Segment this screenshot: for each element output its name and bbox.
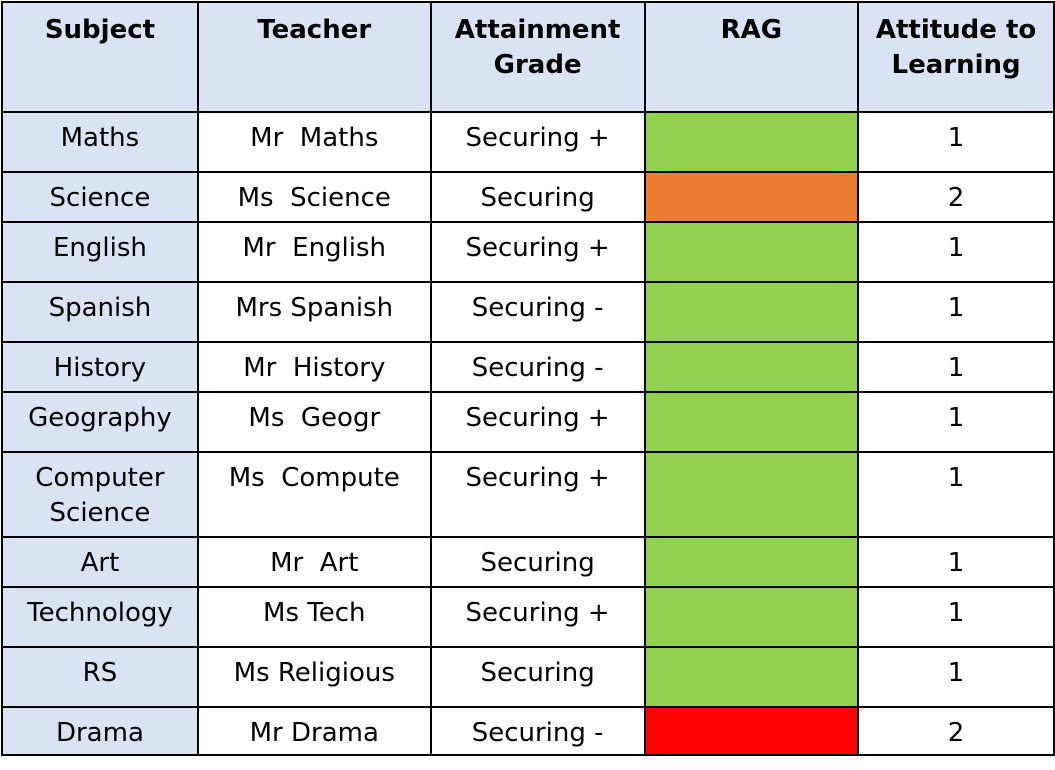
- attitude-cell: 1: [857, 391, 1055, 453]
- grade-cell: Securing: [429, 646, 646, 708]
- attitude-cell: 2: [857, 706, 1055, 756]
- table-row: History Mr History Securing - 1: [1, 341, 1055, 393]
- attitude-cell: 1: [857, 341, 1055, 393]
- teacher-cell: Ms Compute: [196, 451, 432, 538]
- table-row: English Mr English Securing + 1: [1, 221, 1055, 283]
- attitude-cell: 1: [857, 586, 1055, 648]
- teacher-cell: Ms Tech: [196, 586, 432, 648]
- subject-cell: Geography: [1, 391, 199, 453]
- table-row: RS Ms Religious Securing 1: [1, 646, 1055, 708]
- teacher-cell: Ms Geogr: [196, 391, 432, 453]
- table-row: Computer Science Ms Compute Securing + 1: [1, 451, 1055, 538]
- subject-cell: Art: [1, 536, 199, 588]
- subject-cell: Maths: [1, 111, 199, 173]
- table-row: Science Ms Science Securing 2: [1, 171, 1055, 223]
- rag-cell: [643, 281, 860, 343]
- subject-cell: Drama: [1, 706, 199, 756]
- subject-cell: English: [1, 221, 199, 283]
- subject-cell: Science: [1, 171, 199, 223]
- subject-cell: Technology: [1, 586, 199, 648]
- report-table: Subject Teacher Attainment Grade RAG Att…: [1, 1, 1055, 756]
- attitude-cell: 1: [857, 281, 1055, 343]
- subject-cell: RS: [1, 646, 199, 708]
- grade-cell: Securing +: [429, 391, 646, 453]
- rag-cell: [643, 391, 860, 453]
- teacher-cell: Ms Religious: [196, 646, 432, 708]
- grade-cell: Securing -: [429, 281, 646, 343]
- rag-cell: [643, 341, 860, 393]
- header-teacher: Teacher: [196, 1, 432, 113]
- subject-cell: History: [1, 341, 199, 393]
- rag-cell: [643, 706, 860, 756]
- header-attainment-grade: Attainment Grade: [429, 1, 646, 113]
- grade-cell: Securing: [429, 536, 646, 588]
- attitude-cell: 1: [857, 111, 1055, 173]
- table-row: Drama Mr Drama Securing - 2: [1, 706, 1055, 756]
- teacher-cell: Mr Drama: [196, 706, 432, 756]
- rag-cell: [643, 586, 860, 648]
- rag-cell: [643, 171, 860, 223]
- rag-cell: [643, 221, 860, 283]
- table-row: Technology Ms Tech Securing + 1: [1, 586, 1055, 648]
- rag-cell: [643, 536, 860, 588]
- attitude-cell: 1: [857, 221, 1055, 283]
- rag-cell: [643, 646, 860, 708]
- header-rag: RAG: [643, 1, 860, 113]
- teacher-cell: Ms Science: [196, 171, 432, 223]
- grade-cell: Securing -: [429, 341, 646, 393]
- rag-cell: [643, 111, 860, 173]
- grade-cell: Securing -: [429, 706, 646, 756]
- attitude-cell: 1: [857, 646, 1055, 708]
- rag-cell: [643, 451, 860, 538]
- subject-cell: Computer Science: [1, 451, 199, 538]
- teacher-cell: Mr History: [196, 341, 432, 393]
- grade-cell: Securing +: [429, 451, 646, 538]
- grade-cell: Securing +: [429, 221, 646, 283]
- attitude-cell: 1: [857, 536, 1055, 588]
- teacher-cell: Mr Maths: [196, 111, 432, 173]
- grade-cell: Securing +: [429, 586, 646, 648]
- header-attitude-to-learning: Attitude to Learning: [857, 1, 1055, 113]
- table-row: Spanish Mrs Spanish Securing - 1: [1, 281, 1055, 343]
- teacher-cell: Mr Art: [196, 536, 432, 588]
- attitude-cell: 2: [857, 171, 1055, 223]
- attitude-cell: 1: [857, 451, 1055, 538]
- header-subject: Subject: [1, 1, 199, 113]
- header-row: Subject Teacher Attainment Grade RAG Att…: [1, 1, 1055, 113]
- table-row: Maths Mr Maths Securing + 1: [1, 111, 1055, 173]
- table-row: Geography Ms Geogr Securing + 1: [1, 391, 1055, 453]
- teacher-cell: Mrs Spanish: [196, 281, 432, 343]
- grade-cell: Securing: [429, 171, 646, 223]
- subject-cell: Spanish: [1, 281, 199, 343]
- teacher-cell: Mr English: [196, 221, 432, 283]
- table-row: Art Mr Art Securing 1: [1, 536, 1055, 588]
- grade-cell: Securing +: [429, 111, 646, 173]
